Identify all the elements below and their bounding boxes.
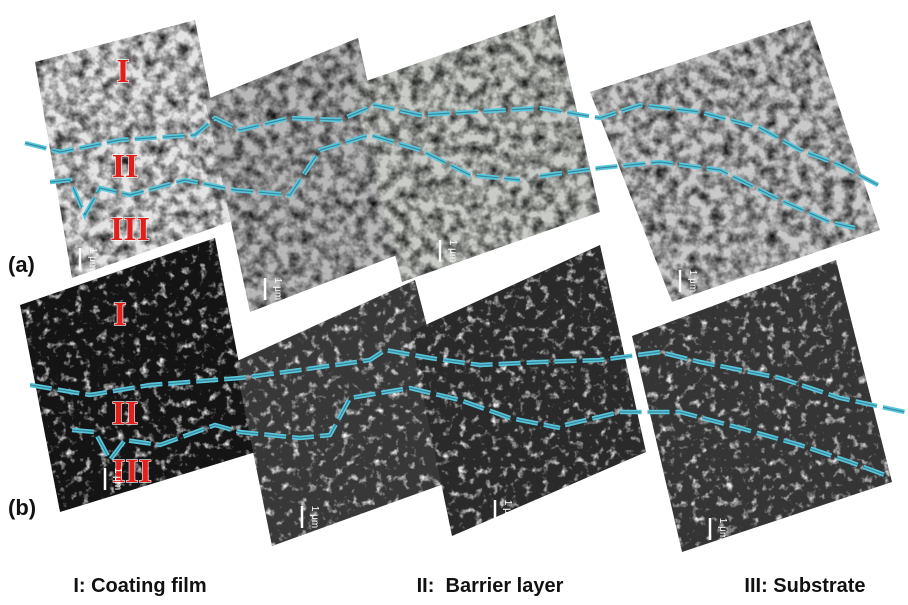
scale-label: 1 μm xyxy=(687,270,698,292)
zone-label: II xyxy=(112,395,138,432)
scale-label: 1 μm xyxy=(447,240,458,262)
scale-label: 1 μm xyxy=(87,248,98,270)
zone-label: I xyxy=(113,296,126,333)
legend-item: III: Substrate xyxy=(744,575,865,597)
panel-label: (a) xyxy=(8,252,35,277)
scale-label: 1 μm xyxy=(717,518,728,540)
micrograph-texture xyxy=(410,245,646,536)
scale-label: 1 μm xyxy=(502,500,513,522)
zone-label: II xyxy=(112,148,138,185)
legend-item: II: Barrier layer xyxy=(417,575,564,597)
legend-item: I: Coating film xyxy=(73,575,206,597)
panel-label: (b) xyxy=(8,495,36,520)
micrograph-texture xyxy=(590,20,880,302)
zone-label: III xyxy=(110,211,150,248)
zone-label: I xyxy=(116,53,129,90)
micrograph-texture xyxy=(632,260,892,552)
scale-label: 1 μm xyxy=(272,278,283,300)
scale-label: 1 μm xyxy=(112,468,123,490)
scale-label: 1 μm xyxy=(309,506,320,528)
figure: (a)IIIIII1 μm1 μm1 μm1 μm(b)IIIIII1 μm1 … xyxy=(0,0,908,605)
